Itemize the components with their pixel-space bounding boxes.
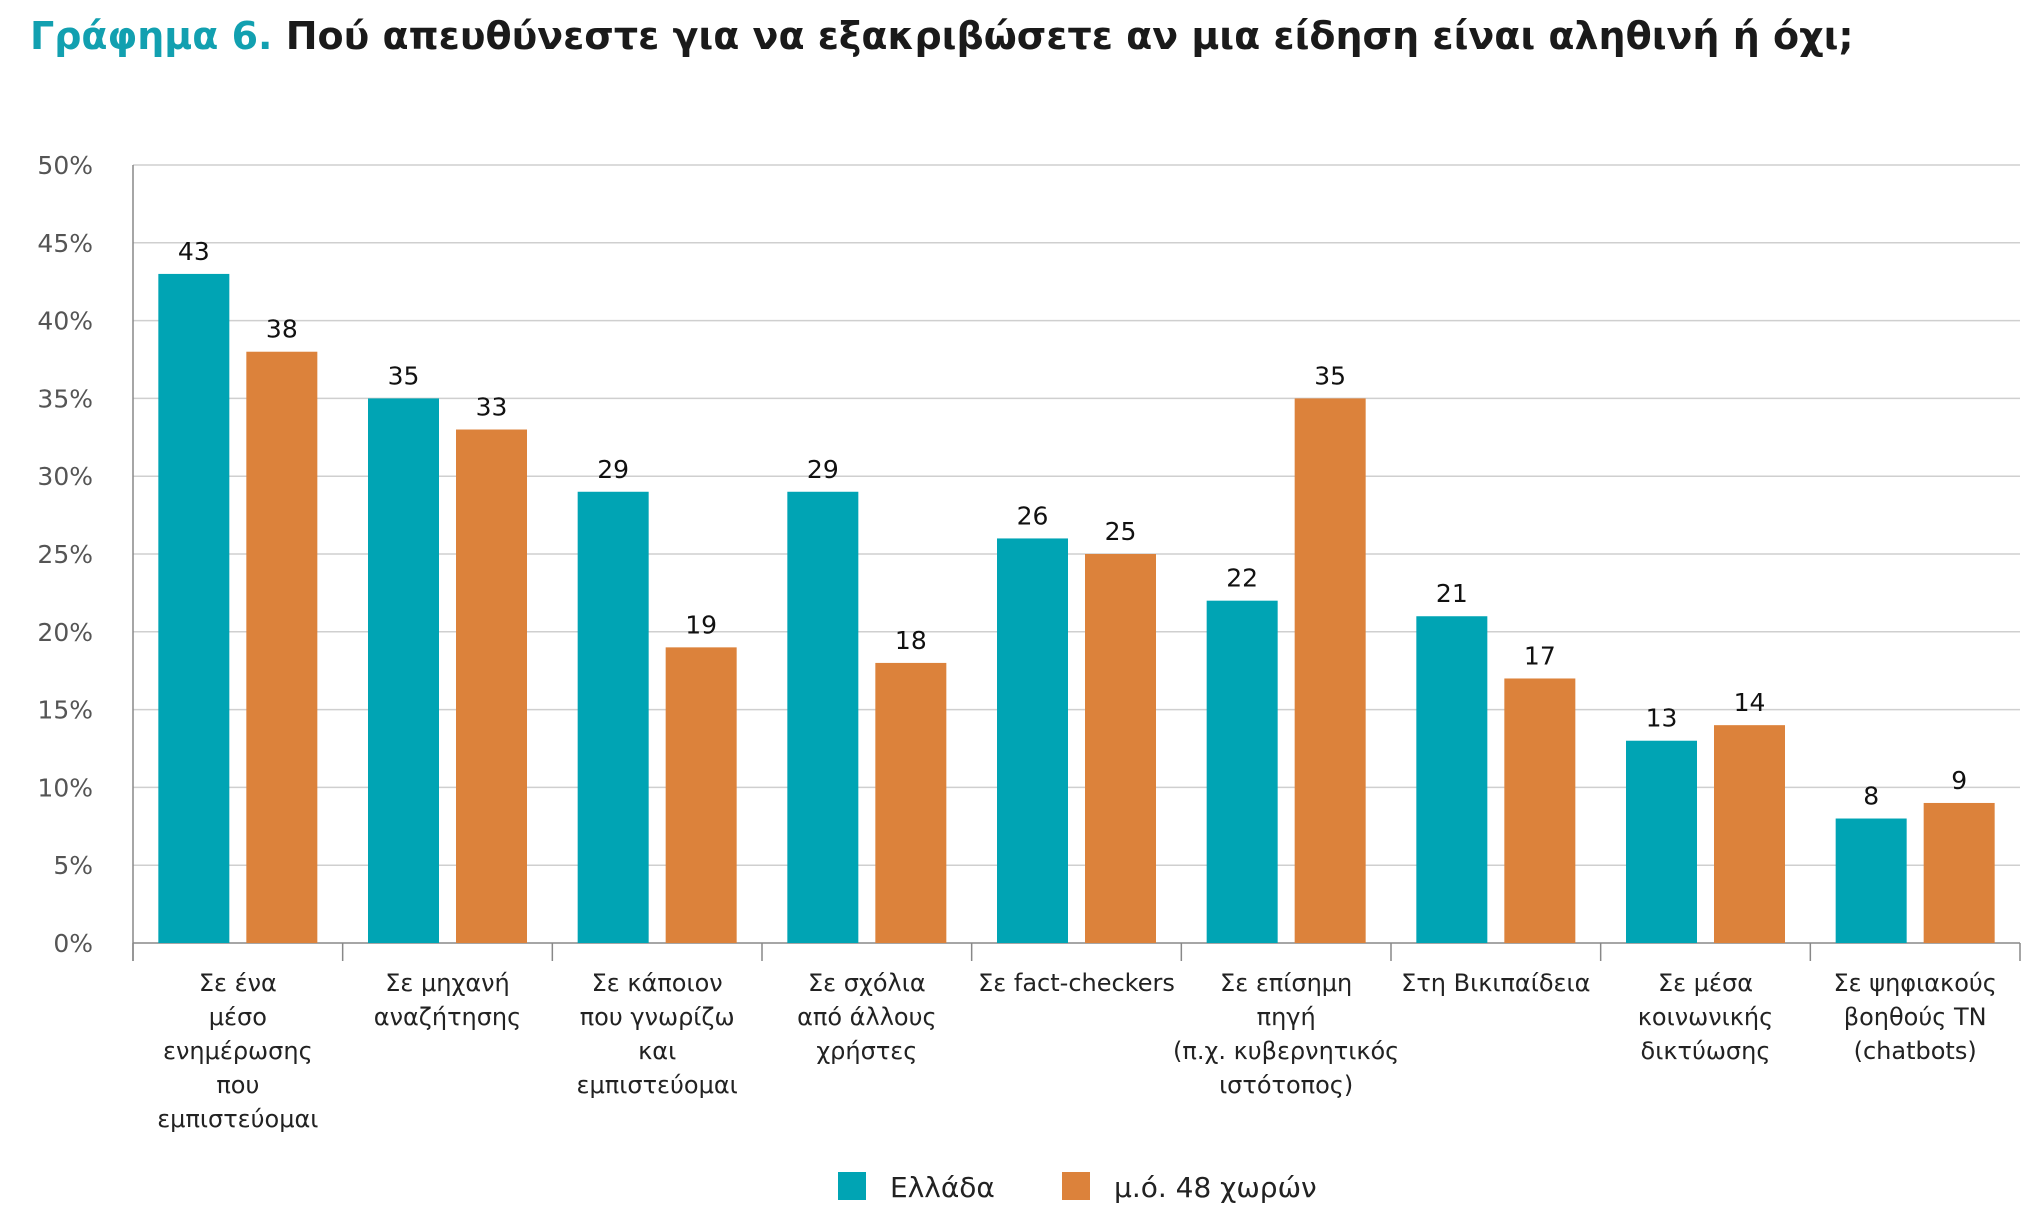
- data-label: 26: [1017, 501, 1049, 530]
- y-tick-label: 45%: [37, 229, 93, 258]
- category-label: Σε ψηφιακούς: [1833, 969, 1996, 997]
- bar: [158, 273, 230, 943]
- y-tick-label: 35%: [37, 384, 93, 413]
- data-label: 8: [1863, 782, 1879, 811]
- y-tick-label: 15%: [37, 696, 93, 725]
- data-label: 35: [1314, 361, 1346, 390]
- chart-title-main: Πού απευθύνεστε για να εξακριβώσετε αν μ…: [285, 14, 1854, 58]
- category-label: Σε σχόλια: [808, 969, 926, 997]
- data-label: 17: [1524, 641, 1556, 670]
- category-label: χρήστες: [816, 1037, 917, 1065]
- y-tick-label: 40%: [37, 307, 93, 336]
- chart-title: Γράφημα 6. Πού απευθύνεστε για να εξακρι…: [30, 14, 1854, 58]
- bar: [1206, 600, 1278, 943]
- bar: [1626, 740, 1697, 943]
- category-label: Σε μηχανή: [385, 969, 510, 997]
- bar: [246, 351, 318, 944]
- category-label: αναζήτησης: [374, 1003, 521, 1031]
- data-label: 22: [1226, 564, 1258, 593]
- category-label: Σε ένα: [199, 969, 277, 997]
- bar: [577, 491, 649, 943]
- bar: [1714, 725, 1785, 943]
- category-label: Σε κάποιον: [592, 969, 723, 997]
- y-tick-label: 10%: [37, 773, 93, 802]
- legend-swatch: [838, 1172, 866, 1200]
- category-label: κοινωνικής: [1638, 1003, 1773, 1031]
- category-label: πηγή: [1257, 1003, 1316, 1031]
- category-label: εμπιστεύομαι: [577, 1071, 738, 1099]
- y-tick-label: 30%: [37, 462, 93, 491]
- category-label: βοηθούς ΤΝ: [1844, 1003, 1987, 1031]
- category-label: Σε fact-checkers: [978, 969, 1175, 997]
- bar: [787, 491, 859, 943]
- data-label: 38: [266, 315, 298, 344]
- data-label: 13: [1646, 704, 1678, 733]
- y-tick-label: 50%: [37, 151, 93, 180]
- data-label: 14: [1734, 688, 1766, 717]
- category-label: Σε επίσημη: [1220, 969, 1352, 997]
- data-label: 18: [895, 626, 927, 655]
- category-label: ιστότοπος): [1219, 1071, 1353, 1099]
- category-label: από άλλους: [797, 1003, 936, 1031]
- data-label: 21: [1436, 579, 1468, 608]
- category-label: (chatbots): [1854, 1037, 1977, 1065]
- category-label: που: [216, 1071, 259, 1099]
- category-label: ενημέρωσης: [163, 1037, 313, 1065]
- legend-label: Ελλάδα: [890, 1171, 995, 1204]
- legend-swatch: [1062, 1172, 1090, 1200]
- category-label: Σε μέσα: [1658, 969, 1753, 997]
- category-label: που γνωρίζω: [580, 1003, 735, 1031]
- data-label: 25: [1105, 517, 1137, 546]
- bar: [368, 398, 439, 943]
- category-label: μέσο: [209, 1003, 267, 1031]
- data-label: 43: [178, 237, 210, 266]
- bar: [1835, 818, 1907, 943]
- y-tick-label: 0%: [53, 929, 93, 958]
- bar: [997, 538, 1068, 943]
- data-label: 29: [807, 455, 839, 484]
- bar: [1923, 802, 1995, 943]
- data-label: 33: [476, 393, 508, 422]
- legend-label: μ.ό. 48 χωρών: [1114, 1171, 1317, 1204]
- bar: [456, 429, 527, 943]
- bar: [875, 662, 947, 943]
- data-label: 19: [685, 610, 717, 639]
- chart-title-lead: Γράφημα 6.: [30, 14, 273, 58]
- category-label: εμπιστεύομαι: [157, 1105, 318, 1133]
- bar: [665, 647, 737, 943]
- category-label: και: [638, 1037, 676, 1065]
- y-tick-label: 5%: [53, 851, 93, 880]
- y-tick-label: 25%: [37, 540, 93, 569]
- y-tick-label: 20%: [37, 618, 93, 647]
- data-label: 29: [597, 455, 629, 484]
- category-label: (π.χ. κυβερνητικός: [1173, 1037, 1399, 1065]
- category-label: Στη Βικιπαίδεια: [1401, 969, 1590, 997]
- data-label: 9: [1951, 766, 1967, 795]
- category-label: δικτύωσης: [1641, 1037, 1771, 1065]
- bar: [1416, 616, 1488, 943]
- data-label: 35: [388, 361, 420, 390]
- bar: [1085, 554, 1156, 943]
- bar: [1294, 398, 1366, 943]
- bar: [1504, 678, 1576, 943]
